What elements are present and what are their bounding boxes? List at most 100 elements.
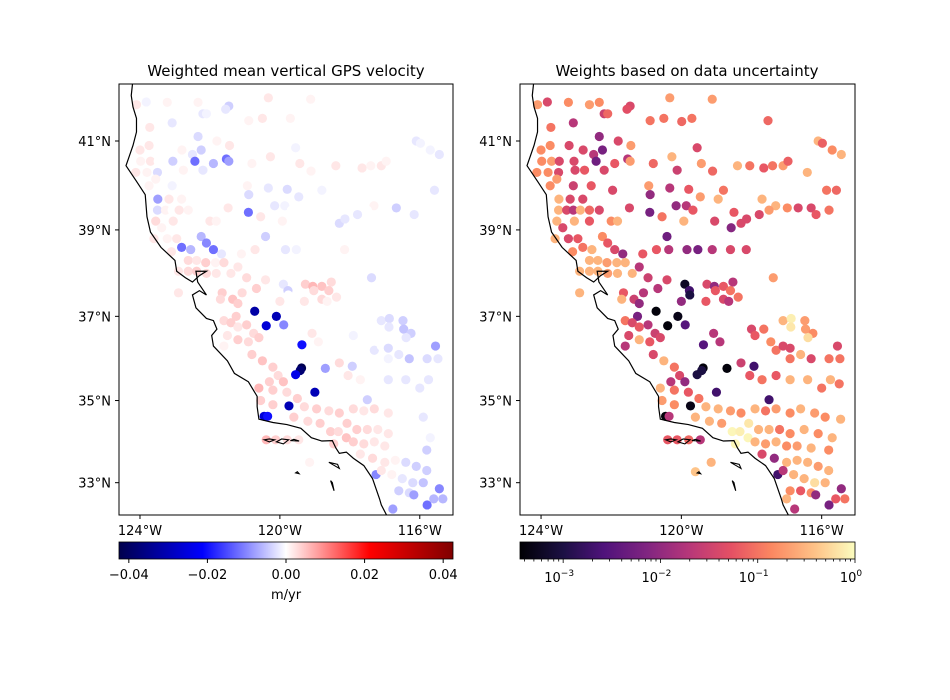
weight-station-point xyxy=(622,104,632,114)
weight-station-point xyxy=(707,244,717,255)
velocity-station-point xyxy=(231,311,241,321)
colorbar-tick-label: 0.04 xyxy=(429,568,458,583)
weight-station-point xyxy=(665,93,675,103)
weight-station-point xyxy=(610,244,620,255)
colorbar-tick-label: 0.02 xyxy=(350,568,379,583)
velocity-station-point xyxy=(383,375,393,385)
weight-station-point xyxy=(743,433,753,443)
weight-station-point xyxy=(606,216,616,226)
island-outline xyxy=(695,470,703,475)
weight-station-point xyxy=(565,194,575,204)
weight-station-point xyxy=(694,393,704,404)
velocity-station-point xyxy=(294,192,304,202)
velocity-station-point xyxy=(340,214,350,224)
velocity-station-point xyxy=(383,343,393,353)
velocity-station-point xyxy=(324,406,334,416)
x-tick-label: 120°W xyxy=(659,524,703,539)
velocity-station-point xyxy=(261,321,271,331)
velocity-station-point xyxy=(308,216,318,226)
weight-station-point xyxy=(750,404,760,414)
velocity-station-point xyxy=(362,395,372,405)
weight-station-point xyxy=(735,426,745,437)
velocity-station-point xyxy=(145,156,156,166)
velocity-station-point xyxy=(257,113,267,123)
weight-station-point xyxy=(789,469,799,480)
weight-station-point xyxy=(594,97,604,107)
velocity-station-point xyxy=(190,156,200,166)
island-outline xyxy=(730,461,743,470)
weight-colorbar-ticks: 10−3 10−2 10−1 100 xyxy=(524,559,862,586)
velocity-station-point xyxy=(192,255,202,266)
velocity-station-point xyxy=(201,258,211,268)
velocity-station-point xyxy=(233,298,243,309)
y-tick-label: 41°N xyxy=(78,135,111,150)
velocity-station-point xyxy=(401,457,411,467)
velocity-station-point xyxy=(277,216,287,226)
weight-station-point xyxy=(620,341,630,351)
velocity-station-point xyxy=(256,212,266,222)
weight-station-point xyxy=(575,288,585,298)
weight-station-point xyxy=(754,209,764,220)
velocity-station-point xyxy=(174,205,184,215)
velocity-station-point xyxy=(355,375,365,385)
weight-station-point xyxy=(584,255,595,266)
weight-station-point xyxy=(817,383,827,393)
velocity-station-point xyxy=(163,140,173,151)
weight-station-point xyxy=(655,332,665,343)
weight-station-point xyxy=(750,330,760,341)
velocity-station-point xyxy=(306,166,316,176)
velocity-station-point xyxy=(408,478,418,488)
velocity-station-point xyxy=(250,306,260,316)
velocity-station-point xyxy=(141,97,151,107)
velocity-station-point xyxy=(236,249,247,259)
velocity-station-point xyxy=(306,94,316,104)
weight-station-point xyxy=(685,290,695,300)
weight-station-point xyxy=(769,453,779,463)
tick-exponent: −3 xyxy=(561,569,574,579)
weight-station-point xyxy=(696,158,706,169)
velocity-station-point xyxy=(434,484,444,494)
velocity-station-point xyxy=(282,387,292,397)
weight-station-point xyxy=(698,340,709,350)
coastline-path xyxy=(526,84,790,515)
velocity-station-point xyxy=(263,93,273,103)
weight-station-point xyxy=(584,266,595,276)
velocity-station-point xyxy=(168,216,178,226)
weight-station-point xyxy=(618,249,628,259)
velocity-station-point xyxy=(364,337,374,347)
weight-station-point xyxy=(817,138,827,148)
velocity-station-point xyxy=(369,345,379,355)
weight-station-point xyxy=(542,97,552,107)
velocity-station-point xyxy=(324,223,335,233)
colorbar-tick-label: 10−1 xyxy=(739,569,769,586)
weight-station-point xyxy=(659,113,669,123)
velocity-station-point xyxy=(397,424,407,435)
velocity-station-point xyxy=(183,216,193,226)
velocity-station-point xyxy=(422,205,432,215)
velocity-station-point xyxy=(262,244,272,255)
velocity-station-point xyxy=(260,275,271,285)
velocity-station-point xyxy=(271,165,281,175)
weight-station-point xyxy=(627,318,637,328)
colorbar-tick-label: 100 xyxy=(840,569,863,586)
left-map-panel: Weighted mean vertical GPS velocity 124°… xyxy=(78,62,457,603)
weight-station-point xyxy=(835,354,845,364)
weight-station-point xyxy=(568,181,578,191)
weight-station-point xyxy=(799,474,809,484)
velocity-station-point xyxy=(352,209,363,220)
x-tick-label: 116°W xyxy=(800,524,844,539)
weight-station-point xyxy=(832,341,843,351)
weight-station-point xyxy=(726,223,736,233)
weight-station-point xyxy=(701,296,711,306)
velocity-station-point xyxy=(331,161,341,171)
weight-station-point xyxy=(648,158,658,169)
velocity-station-point xyxy=(256,395,266,406)
velocity-station-point xyxy=(357,163,367,173)
weight-station-point xyxy=(627,268,637,279)
velocity-station-point xyxy=(206,185,216,195)
weight-station-point xyxy=(634,322,644,332)
velocity-station-point xyxy=(212,136,222,146)
y-tick-label: 41°N xyxy=(479,135,512,150)
velocity-station-point xyxy=(312,194,322,204)
velocity-station-point xyxy=(183,266,193,276)
